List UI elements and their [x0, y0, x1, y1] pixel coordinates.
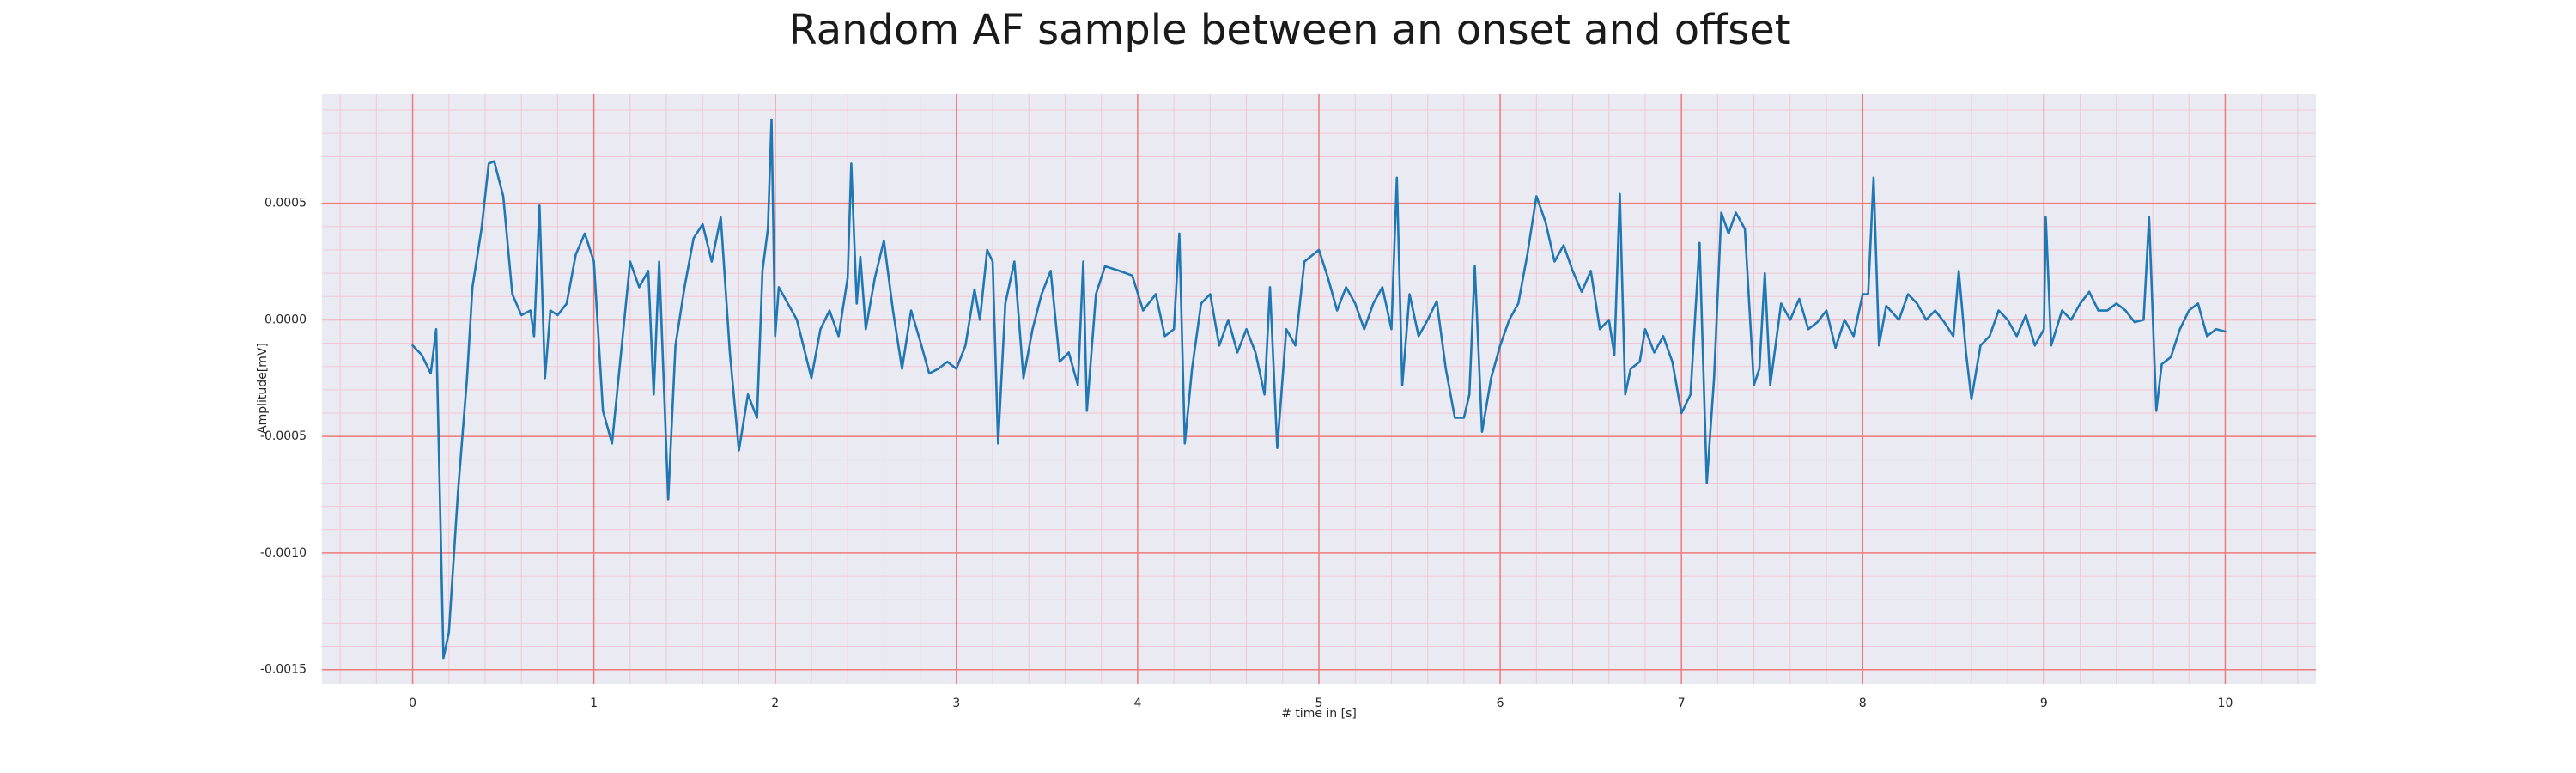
x-tick-label: 9 [2040, 697, 2048, 710]
x-tick-label: 8 [1859, 697, 1867, 710]
x-tick-label: 2 [771, 697, 779, 710]
x-tick-label: 6 [1497, 697, 1504, 710]
x-axis-label: # time in [s] [1281, 707, 1357, 721]
signal-line [411, 118, 2227, 660]
x-tick-label: 7 [1678, 697, 1686, 710]
y-axis-label: Amplitude[mV] [256, 343, 270, 434]
y-tick-label: -0.0010 [260, 546, 307, 560]
y-tick-label: 0.0005 [264, 197, 307, 210]
x-tick-label: 10 [2218, 697, 2233, 710]
x-tick-label: 3 [952, 697, 960, 710]
x-tick-label: 5 [1315, 697, 1323, 710]
x-tick-label: 1 [590, 697, 598, 710]
y-tick-label: -0.0005 [260, 429, 307, 443]
chart-title: Random AF sample between an onset and of… [788, 6, 1790, 54]
y-tick-label: 0.0000 [264, 313, 307, 326]
x-tick-label: 0 [409, 697, 416, 710]
x-tick-label: 4 [1133, 697, 1141, 710]
y-tick-label: -0.0015 [260, 663, 307, 677]
